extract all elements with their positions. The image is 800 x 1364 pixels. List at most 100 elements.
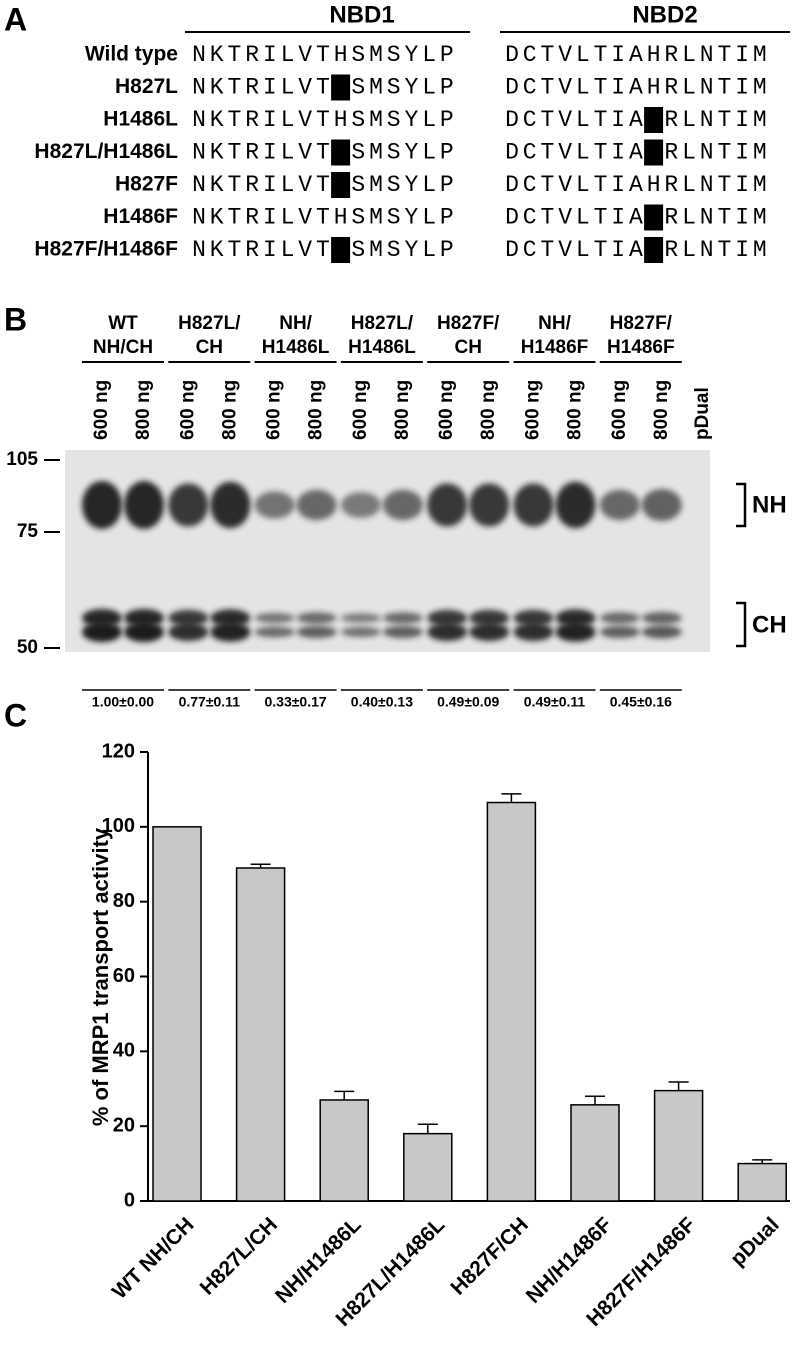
residue: I	[611, 237, 625, 263]
residue: N	[192, 140, 206, 166]
residue: I	[263, 42, 277, 68]
ch-band	[382, 612, 423, 624]
residue: L	[682, 140, 696, 166]
nh-band	[124, 481, 164, 529]
y-tick-label: 80	[113, 890, 135, 912]
nh-band	[427, 483, 468, 527]
mutation-highlight	[331, 172, 351, 198]
ch-band	[210, 609, 251, 627]
residue: A	[629, 75, 643, 101]
residue: T	[540, 205, 554, 231]
residue: M	[369, 140, 383, 166]
residue: L	[576, 205, 590, 231]
ch-band	[641, 612, 682, 624]
bar	[486, 801, 537, 1202]
nh-band	[82, 481, 122, 529]
residue: V	[558, 237, 572, 263]
residue: T	[227, 172, 241, 198]
residue: M	[753, 237, 767, 263]
mutation-highlight	[331, 139, 351, 166]
group-label: NH/CH	[93, 337, 153, 358]
group-label: NH/	[538, 313, 571, 334]
residue: I	[611, 140, 625, 166]
residue: T	[316, 205, 330, 231]
residue: C	[523, 42, 537, 68]
residue: L	[422, 205, 436, 231]
marker-label: 50	[17, 637, 38, 658]
ch-band	[555, 609, 596, 627]
group-label: H1486F	[607, 337, 675, 358]
residue: I	[611, 205, 625, 231]
residue: T	[316, 107, 330, 133]
residue: M	[753, 205, 767, 231]
residue: R	[664, 75, 678, 101]
residue: I	[263, 205, 277, 231]
residue: H	[334, 107, 348, 133]
group-label: WT	[108, 313, 138, 334]
residue: I	[735, 237, 749, 263]
residue: K	[210, 140, 224, 166]
lane-label: 800 ng	[392, 380, 413, 440]
residue: T	[594, 140, 608, 166]
y-tick-label: 120	[102, 740, 135, 762]
domain-header: NBD2	[632, 1, 697, 28]
lane-label: 600 ng	[436, 380, 457, 440]
residue: V	[298, 237, 312, 263]
nh-band	[382, 489, 423, 521]
residue: I	[735, 140, 749, 166]
residue: C	[523, 205, 537, 231]
y-axis-label: % of MRP1 transport activity	[88, 827, 113, 1126]
residue: V	[298, 75, 312, 101]
residue: S	[351, 172, 365, 198]
mutation-highlight	[644, 107, 664, 133]
quantification: 0.77±0.11	[179, 694, 241, 710]
lane-label: 600 ng	[609, 380, 630, 440]
group-label: NH/	[279, 313, 312, 334]
panel-label: B	[4, 301, 27, 337]
mutation-highlight	[644, 204, 664, 231]
row-name: H827L/H1486L	[34, 140, 178, 163]
residue: N	[192, 107, 206, 133]
lane-label: 800 ng	[219, 380, 240, 440]
residue: T	[594, 42, 608, 68]
ch-band	[513, 623, 554, 641]
residue: D	[505, 237, 519, 263]
residue: I	[263, 237, 277, 263]
residue: H	[647, 172, 661, 198]
nh-band	[641, 489, 682, 521]
residue: L	[576, 237, 590, 263]
mutated-residue: L	[647, 140, 661, 166]
ch-band	[513, 609, 554, 627]
residue: Y	[404, 42, 418, 68]
ch-band	[469, 609, 510, 627]
residue: I	[263, 107, 277, 133]
group-label: H827L/	[351, 313, 414, 334]
ch-band	[168, 609, 209, 627]
band-label: NH	[752, 491, 787, 518]
residue: H	[334, 205, 348, 231]
y-tick-label: 20	[113, 1114, 135, 1136]
residue: I	[735, 205, 749, 231]
residue: V	[558, 107, 572, 133]
row-name: H827F/H1486F	[34, 238, 178, 261]
residue: N	[192, 75, 206, 101]
residue: T	[540, 42, 554, 68]
quantification: 0.45±0.16	[610, 694, 672, 710]
residue: R	[664, 42, 678, 68]
quantification: 0.33±0.17	[265, 694, 327, 710]
bar	[235, 867, 286, 1202]
mutated-residue: F	[334, 237, 348, 263]
residue: M	[753, 172, 767, 198]
lane-label: 600 ng	[264, 380, 285, 440]
quantification: 0.40±0.13	[351, 694, 413, 710]
residue: T	[227, 42, 241, 68]
residue: V	[298, 42, 312, 68]
residue: R	[664, 237, 678, 263]
residue: T	[717, 237, 731, 263]
residue: P	[440, 75, 454, 101]
residue: L	[281, 107, 295, 133]
residue: T	[227, 140, 241, 166]
band-bracket	[736, 482, 747, 528]
panel-label: A	[4, 1, 27, 37]
residue: M	[369, 75, 383, 101]
